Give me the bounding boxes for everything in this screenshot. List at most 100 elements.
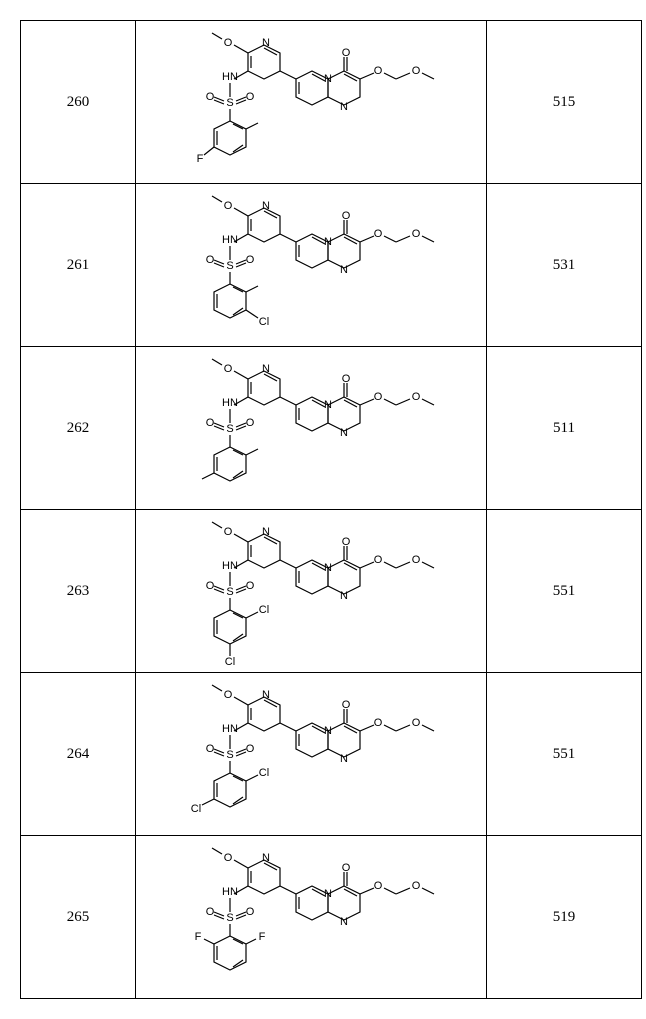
compound-value-cell: 511 bbox=[487, 347, 642, 510]
svg-text:O: O bbox=[342, 699, 351, 711]
compound-id-cell: 261 bbox=[21, 184, 136, 347]
svg-text:S: S bbox=[226, 749, 233, 761]
svg-text:N: N bbox=[340, 264, 348, 276]
table-row: 260 O N HN bbox=[21, 21, 642, 184]
svg-text:O: O bbox=[206, 743, 215, 755]
svg-text:O: O bbox=[206, 580, 215, 592]
chemical-structure: O N HN S O O bbox=[138, 842, 484, 992]
svg-text:S: S bbox=[226, 97, 233, 109]
svg-text:O: O bbox=[224, 852, 233, 864]
svg-text:O: O bbox=[246, 417, 255, 429]
compound-id-cell: 264 bbox=[21, 673, 136, 836]
svg-text:O: O bbox=[224, 526, 233, 538]
svg-text:F: F bbox=[195, 931, 202, 943]
svg-text:S: S bbox=[226, 423, 233, 435]
svg-text:O: O bbox=[206, 91, 215, 103]
svg-text:O: O bbox=[374, 880, 383, 892]
chemical-structure: O N HN S O O bbox=[138, 516, 484, 666]
svg-text:N: N bbox=[340, 590, 348, 602]
compound-id-cell: 262 bbox=[21, 347, 136, 510]
svg-text:O: O bbox=[342, 47, 351, 59]
compound-value-cell: 551 bbox=[487, 510, 642, 673]
svg-text:O: O bbox=[342, 862, 351, 874]
svg-text:F: F bbox=[259, 931, 266, 943]
svg-text:O: O bbox=[224, 689, 233, 701]
svg-text:HN: HN bbox=[222, 234, 238, 246]
svg-text:N: N bbox=[262, 363, 270, 375]
svg-text:N: N bbox=[262, 200, 270, 212]
svg-text:O: O bbox=[374, 391, 383, 403]
chemical-structure: O N HN S O O bbox=[138, 679, 484, 829]
svg-text:N: N bbox=[340, 753, 348, 765]
svg-text:N: N bbox=[324, 399, 332, 411]
compound-value-cell: 531 bbox=[487, 184, 642, 347]
svg-text:O: O bbox=[342, 210, 351, 222]
compound-table-body: 260 O N HN bbox=[21, 21, 642, 999]
svg-text:Cl: Cl bbox=[225, 656, 235, 666]
svg-text:O: O bbox=[412, 228, 421, 240]
svg-text:O: O bbox=[412, 880, 421, 892]
compound-value-cell: 515 bbox=[487, 21, 642, 184]
chemical-structure: O N HN S O O bbox=[138, 190, 484, 340]
table-row: 261 O N HN S bbox=[21, 184, 642, 347]
svg-text:O: O bbox=[246, 580, 255, 592]
chemical-structure: O N HN S O bbox=[138, 27, 484, 177]
compound-structure-cell: O N HN S O O bbox=[136, 184, 487, 347]
svg-text:Cl: Cl bbox=[259, 604, 269, 616]
compound-structure-cell: O N HN S O O bbox=[136, 347, 487, 510]
table-row: 264 O N HN S bbox=[21, 673, 642, 836]
svg-text:O: O bbox=[374, 65, 383, 77]
svg-text:N: N bbox=[324, 73, 332, 85]
svg-text:O: O bbox=[246, 254, 255, 266]
compound-structure-cell: O N HN S O bbox=[136, 21, 487, 184]
svg-text:O: O bbox=[246, 743, 255, 755]
compound-structure-cell: O N HN S O O bbox=[136, 673, 487, 836]
svg-text:O: O bbox=[374, 717, 383, 729]
compound-id-cell: 260 bbox=[21, 21, 136, 184]
compound-id-cell: 265 bbox=[21, 836, 136, 999]
table-row: 263 O N HN S bbox=[21, 510, 642, 673]
svg-text:O: O bbox=[224, 200, 233, 212]
svg-text:HN: HN bbox=[222, 560, 238, 572]
svg-text:N: N bbox=[340, 101, 348, 113]
svg-text:N: N bbox=[324, 562, 332, 574]
svg-text:N: N bbox=[324, 236, 332, 248]
svg-text:O: O bbox=[246, 906, 255, 918]
svg-text:S: S bbox=[226, 912, 233, 924]
svg-text:N: N bbox=[262, 689, 270, 701]
svg-text:O: O bbox=[374, 228, 383, 240]
svg-text:O: O bbox=[412, 717, 421, 729]
svg-text:N: N bbox=[324, 888, 332, 900]
compound-value-cell: 551 bbox=[487, 673, 642, 836]
svg-text:O: O bbox=[224, 37, 233, 49]
svg-text:Cl: Cl bbox=[259, 767, 269, 779]
svg-text:N: N bbox=[324, 725, 332, 737]
svg-text:HN: HN bbox=[222, 71, 238, 83]
svg-text:O: O bbox=[206, 417, 215, 429]
svg-text:Cl: Cl bbox=[191, 803, 201, 815]
svg-text:F: F bbox=[197, 153, 204, 165]
compound-table: 260 O N HN bbox=[20, 20, 642, 999]
svg-text:O: O bbox=[224, 363, 233, 375]
svg-text:HN: HN bbox=[222, 723, 238, 735]
svg-text:N: N bbox=[262, 37, 270, 49]
compound-value-cell: 519 bbox=[487, 836, 642, 999]
svg-text:N: N bbox=[262, 852, 270, 864]
table-row: 265 O N HN S bbox=[21, 836, 642, 999]
svg-text:HN: HN bbox=[222, 886, 238, 898]
svg-text:S: S bbox=[226, 586, 233, 598]
chemical-structure: O N HN S O O bbox=[138, 353, 484, 503]
svg-text:HN: HN bbox=[222, 397, 238, 409]
compound-id-cell: 263 bbox=[21, 510, 136, 673]
svg-text:S: S bbox=[226, 260, 233, 272]
svg-text:O: O bbox=[206, 254, 215, 266]
svg-text:O: O bbox=[412, 391, 421, 403]
svg-text:O: O bbox=[246, 91, 255, 103]
svg-text:O: O bbox=[412, 65, 421, 77]
svg-text:O: O bbox=[412, 554, 421, 566]
compound-structure-cell: O N HN S O O bbox=[136, 836, 487, 999]
svg-text:N: N bbox=[262, 526, 270, 538]
svg-text:O: O bbox=[374, 554, 383, 566]
svg-text:O: O bbox=[342, 373, 351, 385]
svg-text:N: N bbox=[340, 427, 348, 439]
